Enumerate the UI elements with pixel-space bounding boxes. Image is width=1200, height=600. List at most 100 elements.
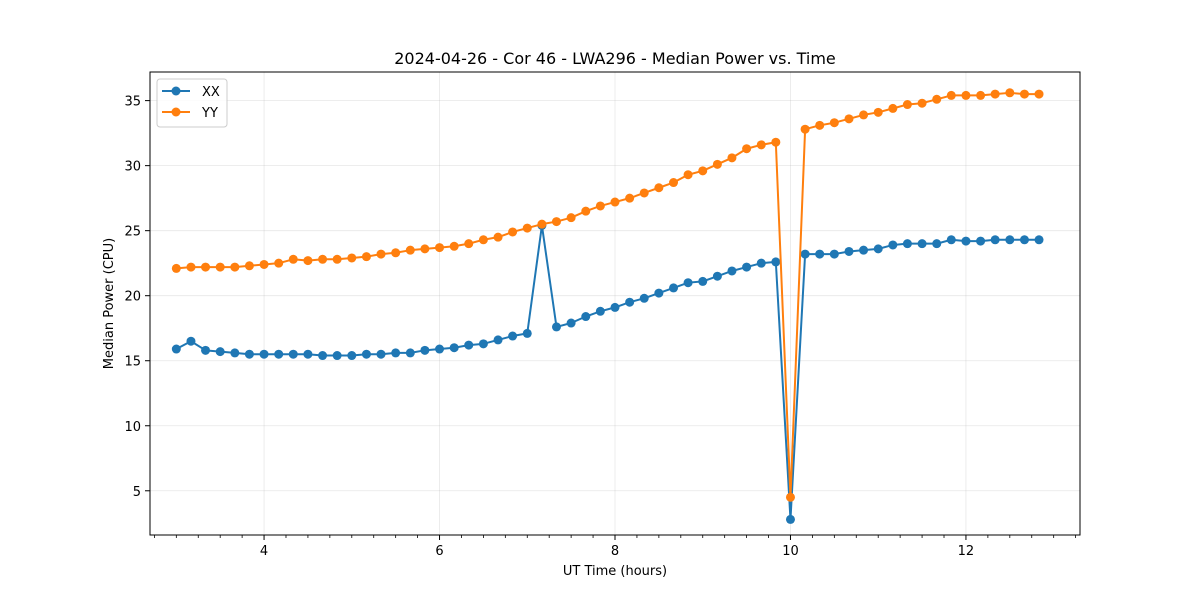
data-point-yy — [771, 137, 781, 147]
legend: XX YY — [156, 78, 228, 128]
data-point-yy — [785, 492, 795, 502]
data-point-yy — [946, 90, 956, 100]
data-point-xx — [1019, 235, 1029, 245]
data-point-xx — [215, 347, 225, 357]
data-point-yy — [215, 262, 225, 272]
data-point-xx — [932, 239, 942, 249]
data-point-yy — [420, 244, 430, 254]
data-point-yy — [318, 254, 328, 264]
data-point-yy — [551, 217, 561, 227]
data-point-yy — [815, 120, 825, 130]
data-point-xx — [727, 266, 737, 276]
data-point-xx — [522, 328, 532, 338]
legend-label-yy: YY — [201, 106, 218, 121]
data-point-xx — [478, 339, 488, 349]
series-layer — [171, 88, 1044, 524]
data-point-xx — [376, 349, 386, 359]
data-point-yy — [332, 254, 342, 264]
data-point-xx — [405, 348, 415, 358]
data-point-xx — [654, 288, 664, 298]
data-point-xx — [742, 262, 752, 272]
data-point-yy — [376, 249, 386, 259]
data-point-yy — [274, 258, 284, 268]
data-point-yy — [171, 263, 181, 273]
data-point-yy — [303, 256, 313, 266]
y-axis-label: Median Power (CPU) — [102, 238, 117, 369]
data-point-yy — [201, 262, 211, 272]
data-point-xx — [829, 249, 839, 259]
data-point-xx — [288, 349, 298, 359]
data-point-xx — [508, 331, 518, 341]
data-point-xx — [873, 244, 883, 254]
data-point-yy — [932, 94, 942, 104]
data-point-yy — [259, 259, 269, 269]
data-point-yy — [244, 261, 254, 271]
data-point-yy — [873, 107, 883, 117]
data-point-yy — [435, 243, 445, 253]
data-point-xx — [902, 239, 912, 249]
data-point-xx — [669, 283, 679, 293]
data-point-yy — [347, 253, 357, 263]
data-point-xx — [435, 344, 445, 354]
data-point-yy — [639, 188, 649, 198]
data-point-xx — [756, 258, 766, 268]
data-point-xx — [1005, 235, 1015, 245]
data-point-yy — [917, 98, 927, 108]
data-point-yy — [669, 178, 679, 188]
data-point-yy — [566, 213, 576, 223]
data-point-xx — [698, 276, 708, 286]
data-point-xx — [712, 271, 722, 281]
data-point-xx — [244, 349, 254, 359]
data-point-yy — [990, 89, 1000, 99]
data-point-xx — [464, 340, 474, 350]
data-point-yy — [727, 153, 737, 163]
data-point-xx — [347, 351, 357, 361]
data-point-yy — [829, 118, 839, 128]
y-tick-label: 15 — [124, 355, 141, 370]
data-point-yy — [595, 201, 605, 211]
data-point-xx — [186, 336, 196, 346]
data-point-xx — [566, 318, 576, 328]
data-point-yy — [742, 144, 752, 154]
data-point-xx — [976, 236, 986, 246]
data-point-xx — [888, 240, 898, 250]
data-point-yy — [800, 124, 810, 134]
data-point-xx — [274, 349, 284, 359]
data-point-yy — [844, 114, 854, 124]
y-tick-label: 20 — [124, 290, 141, 305]
data-point-yy — [1034, 89, 1044, 99]
legend-label-xx: XX — [202, 85, 220, 100]
data-point-xx — [1034, 235, 1044, 245]
data-point-yy — [888, 103, 898, 113]
data-point-xx — [332, 351, 342, 361]
series-yy — [171, 88, 1044, 502]
data-point-yy — [625, 193, 635, 203]
data-point-xx — [625, 297, 635, 307]
data-point-yy — [361, 252, 371, 262]
x-tick-label: 8 — [611, 544, 619, 559]
data-point-xx — [201, 345, 211, 355]
data-point-yy — [288, 254, 298, 264]
data-point-xx — [595, 306, 605, 316]
data-point-xx — [683, 278, 693, 288]
x-tick-label: 12 — [958, 544, 975, 559]
data-point-xx — [581, 312, 591, 322]
data-point-yy — [859, 110, 869, 120]
data-point-xx — [391, 348, 401, 358]
data-point-yy — [756, 140, 766, 150]
data-point-xx — [551, 322, 561, 332]
legend-marker-xx — [171, 86, 181, 96]
data-point-xx — [303, 349, 313, 359]
x-tick-label: 10 — [782, 544, 799, 559]
y-tick-label: 30 — [124, 160, 141, 175]
x-tick-label: 6 — [435, 544, 443, 559]
data-point-xx — [815, 249, 825, 259]
data-point-yy — [464, 239, 474, 249]
data-point-yy — [230, 262, 240, 272]
data-point-yy — [493, 232, 503, 242]
data-point-yy — [449, 241, 459, 251]
data-point-yy — [654, 183, 664, 193]
x-axis-label: UT Time (hours) — [563, 564, 667, 579]
